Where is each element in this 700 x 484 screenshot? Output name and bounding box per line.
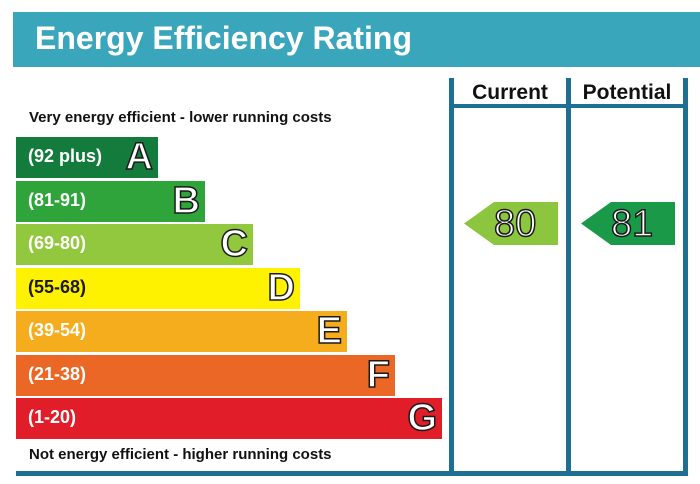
column-divider-left — [449, 78, 454, 473]
page-title: Energy Efficiency Rating — [35, 20, 412, 56]
band-letter: E — [316, 309, 343, 353]
band-range-label: (1-20) — [28, 407, 77, 427]
bottom-caption: Not energy efficient - higher running co… — [29, 446, 332, 463]
potential-arrow-shape — [581, 202, 675, 245]
column-divider-right — [683, 78, 688, 473]
band-letter: F — [366, 353, 391, 397]
current-rating-value: 80 — [493, 203, 537, 245]
current-rating-arrow: 80 — [464, 202, 558, 245]
band-range-label: (39-54) — [28, 320, 87, 340]
column-divider-middle — [566, 78, 571, 473]
potential-rating-arrow: 81 — [581, 202, 675, 245]
band-letter: C — [220, 222, 249, 266]
potential-rating-value: 81 — [610, 203, 654, 245]
rating-band-b: (81-91) B — [16, 179, 205, 223]
rating-band-d: (55-68) D — [16, 266, 300, 310]
rating-band-g: (1-20) G — [16, 396, 442, 440]
band-letter: D — [267, 266, 296, 310]
band-range-label: (55-68) — [28, 276, 87, 297]
band-range-label: (69-80) — [28, 233, 87, 253]
band-letter: G — [407, 396, 438, 440]
rating-band-e: (39-54) E — [16, 309, 347, 353]
column-header-current: Current — [472, 81, 548, 104]
header-rule — [449, 104, 688, 108]
top-caption: Very energy efficient - lower running co… — [29, 109, 332, 126]
band-range-label: (92 plus) — [28, 146, 103, 166]
band-range-label: (21-38) — [28, 363, 87, 384]
band-letter: B — [172, 179, 201, 223]
rating-band-c: (69-80) C — [16, 222, 253, 266]
rating-band-f: (21-38) F — [16, 353, 395, 397]
band-range-label: (81-91) — [28, 189, 87, 210]
title-banner: Energy Efficiency Rating — [13, 12, 700, 67]
bottom-rule — [16, 471, 688, 476]
band-letter: A — [125, 135, 154, 179]
column-header-potential: Potential — [582, 81, 672, 104]
current-arrow-shape — [464, 202, 558, 245]
rating-band-a: (92 plus) A — [16, 135, 158, 179]
